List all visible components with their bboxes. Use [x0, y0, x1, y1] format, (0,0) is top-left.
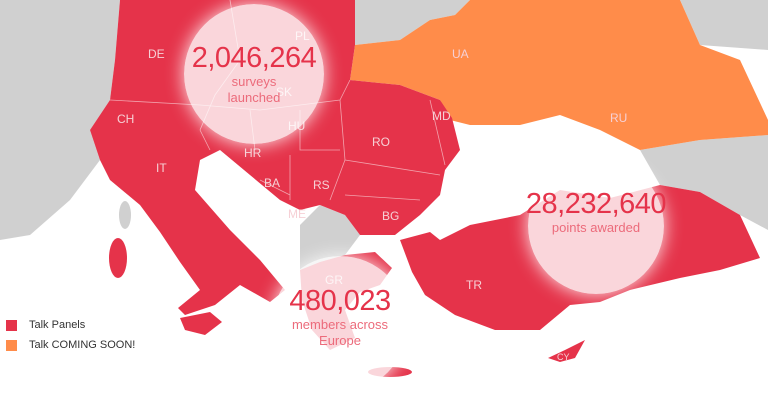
label-ch: CH — [117, 112, 134, 126]
label-cy: CY — [557, 352, 570, 362]
label-bg: BG — [382, 209, 399, 223]
sicily — [180, 312, 222, 335]
legend-label: Talk Panels — [29, 319, 86, 331]
label-md: MD — [432, 109, 451, 123]
legend-item-coming-soon: Talk COMING SOON! — [6, 335, 135, 355]
region-north-grey — [350, 0, 470, 45]
region-active-core — [90, 0, 460, 315]
stat-members-label-2: Europe — [319, 333, 361, 348]
stat-members-value: 480,023 — [289, 285, 391, 317]
region-west-grey — [0, 0, 120, 240]
label-ua: UA — [452, 47, 469, 61]
label-hr: HR — [244, 146, 262, 160]
region-east-grey — [640, 135, 768, 230]
stat-members-bubble: 480,023 members across Europe — [272, 256, 408, 392]
label-de: DE — [148, 47, 165, 61]
legend-swatch-orange — [6, 339, 17, 351]
stat-points-label: points awarded — [551, 220, 641, 235]
stat-points-value: 28,232,640 — [525, 188, 667, 220]
label-ro: RO — [372, 135, 390, 149]
label-it: IT — [156, 161, 167, 175]
legend: Talk Panels Talk COMING SOON! — [6, 315, 135, 355]
region-balkan-grey — [300, 205, 360, 270]
label-rs: RS — [313, 178, 330, 192]
stat-surveys-label-1: surveys — [231, 74, 277, 89]
label-me: ME — [288, 207, 306, 221]
stat-members-label-1: members across — [291, 317, 389, 332]
region-coming-soon — [350, 0, 768, 150]
stat-surveys-value: 2,046,264 — [191, 42, 317, 74]
stat-surveys-bubble: 2,046,264 surveys launched — [184, 4, 324, 144]
stat-points-bubble: 28,232,640 points awarded — [525, 158, 667, 294]
label-ba: BA — [264, 176, 280, 190]
stat-surveys-label-2: launched — [227, 90, 281, 105]
legend-swatch-red — [6, 319, 17, 331]
cyprus — [548, 340, 585, 362]
region-northeast-grey — [680, 0, 768, 50]
corsica — [119, 201, 131, 229]
legend-label: Talk COMING SOON! — [29, 339, 136, 351]
legend-item-talk-panels: Talk Panels — [6, 315, 135, 335]
sardinia — [109, 238, 127, 278]
label-ru: RU — [610, 111, 627, 125]
label-tr: TR — [466, 278, 482, 292]
